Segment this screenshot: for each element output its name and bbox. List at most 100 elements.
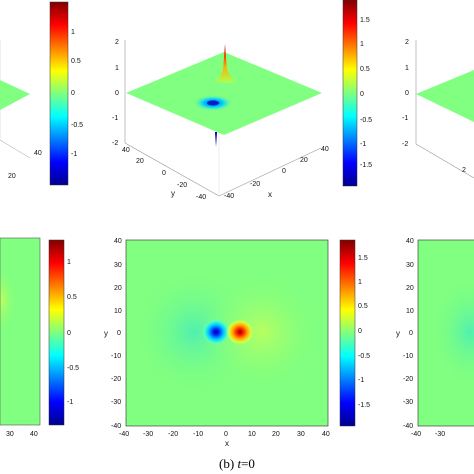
svg-text:-10: -10 [111,353,121,360]
svg-text:-0.5: -0.5 [71,122,83,129]
svg-text:0: 0 [67,330,71,337]
y-axis-label: y [104,329,108,338]
svg-text:0: 0 [224,431,228,438]
x-axis-label: x [225,439,229,448]
svg-text:0.5: 0.5 [67,294,77,301]
svg-text:1.5: 1.5 [358,255,368,262]
svg-text:-20: -20 [177,182,187,189]
svg-text:1: 1 [71,29,75,36]
svg-text:-40: -40 [224,193,234,200]
svg-text:40: 40 [406,238,414,245]
caption-variable: t [237,456,242,471]
svg-text:0: 0 [282,168,286,175]
svg-text:10: 10 [406,308,414,315]
x-tick-labels: -40 -20 0 20 40 [224,146,329,200]
x-tick-label: -40 [411,431,421,438]
svg-text:-30: -30 [111,399,121,406]
caption-suffix: =0 [241,456,255,471]
svg-text:30: 30 [114,262,122,269]
colorbar [49,1,69,186]
y-tick-labels: 40 30 20 10 0 -10 -20 -30 -40 [111,238,122,430]
svg-text:40: 40 [322,431,330,438]
plot-frame [0,237,41,426]
colorbar-ticks: 1 0.5 0 -0.5 -1 [71,29,83,158]
y-tick-labels: 40 20 0 -20 -40 [122,147,206,201]
box-edge [415,143,474,179]
svg-text:40: 40 [321,146,329,153]
y-axis-label: y [396,329,400,338]
svg-text:10: 10 [114,308,122,315]
svg-text:0: 0 [405,90,409,97]
right-3d-panel: 2 1 0 -1 -2 2 [402,39,474,179]
svg-text:-1: -1 [402,115,408,122]
heatmap-lobe-pos [202,270,322,394]
heatmap-core-neg [202,319,230,345]
svg-text:1: 1 [358,279,362,286]
svg-text:-1.5: -1.5 [358,402,370,409]
svg-text:0: 0 [358,328,362,335]
svg-text:-0.5: -0.5 [67,365,79,372]
box-edge [124,142,220,197]
center-3d-panel: 2 1 0 -1 -2 40 20 0 -20 -40 y -40 -20 0 … [112,0,372,201]
surface-plane [0,80,30,110]
svg-text:1: 1 [405,65,409,72]
colorbar-ticks: 1 0.5 0 -0.5 -1 [67,259,79,406]
x-tick-label: 30 [6,431,14,438]
y-axis-label: y [171,189,175,198]
svg-text:-10: -10 [403,353,413,360]
x-tick-label: -30 [435,431,445,438]
svg-text:40: 40 [122,147,130,154]
heatmap-lobe [0,264,18,336]
heatmap-lobe [430,277,474,387]
svg-text:20: 20 [114,285,122,292]
svg-text:-20: -20 [168,431,178,438]
svg-text:-1: -1 [71,151,77,158]
surface-peak [217,44,234,82]
svg-text:-40: -40 [196,194,206,201]
y-tick-label: 2 [462,167,466,174]
svg-text:-20: -20 [111,376,121,383]
left-3d-panel: 40 20 1 0.5 0 -0.5 -1 [0,1,83,186]
box-edge [0,139,31,159]
pit-core [207,100,219,106]
svg-text:2: 2 [405,39,409,46]
svg-text:0: 0 [409,330,413,337]
svg-text:20: 20 [406,285,414,292]
svg-text:0.5: 0.5 [71,58,81,65]
svg-text:20: 20 [136,158,144,165]
svg-text:-40: -40 [111,423,121,430]
svg-text:1: 1 [115,65,119,72]
z-tick-labels: 2 1 0 -1 -2 [402,39,409,148]
colorbar-ticks: 1.5 1 0.5 0 -0.5 -1 -1.5 [358,255,370,409]
figure-caption: (b) t=0 [0,456,474,472]
plot-frame [125,239,329,427]
svg-text:-40: -40 [403,423,413,430]
svg-text:30: 30 [297,431,305,438]
box-edge [218,147,322,197]
caption-prefix: (b) [219,456,238,471]
svg-text:-1: -1 [67,399,73,406]
svg-text:0: 0 [71,90,75,97]
left-2d-panel: 30 40 1 0.5 0 -0.5 -1 [0,237,79,438]
svg-text:-0.5: -0.5 [358,353,370,360]
heatmap-core-pos [226,319,254,345]
svg-text:-1.5: -1.5 [360,162,372,169]
y-tick-labels: 40 30 20 10 0 -10 -20 -30 -40 [403,238,414,430]
svg-text:10: 10 [248,431,256,438]
surface-plane [126,52,322,135]
svg-text:-2: -2 [112,140,118,147]
svg-text:-10: -10 [193,431,203,438]
svg-text:20: 20 [272,431,280,438]
colorbar [48,239,65,426]
svg-text:-1: -1 [358,377,364,384]
plot-frame [417,239,474,427]
svg-text:20: 20 [300,157,308,164]
svg-text:0: 0 [360,91,364,98]
svg-text:-20: -20 [403,376,413,383]
svg-text:-30: -30 [143,431,153,438]
svg-text:1: 1 [360,41,364,48]
svg-text:-1: -1 [360,141,366,148]
x-tick-label: 40 [34,150,42,157]
pit-spike [215,132,217,147]
